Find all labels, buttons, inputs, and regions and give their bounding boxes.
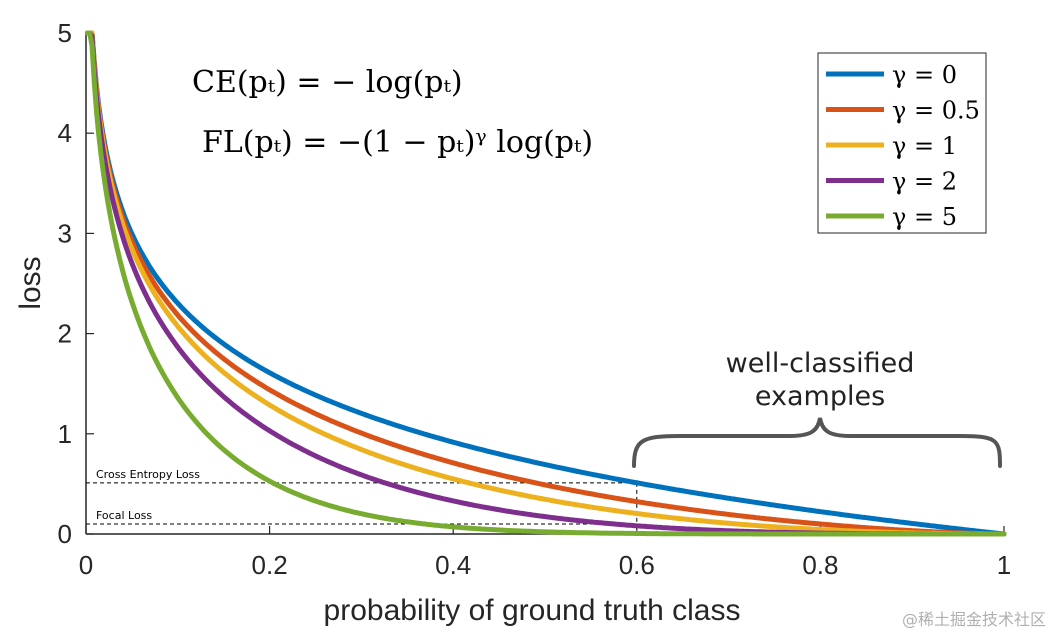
axis-ticks: 0 0.2 0.4 0.6 0.8 1 0 1 2 3 4 5: [58, 18, 1012, 580]
x-tick-label: 0.8: [802, 550, 838, 580]
legend-label-3: γ = 2: [892, 168, 957, 196]
y-tick-label: 5: [58, 18, 72, 48]
series-line-4: [84, 30, 1007, 537]
series-line-2: [84, 30, 1007, 537]
x-tick-label: 0.4: [435, 550, 471, 580]
y-tick-label: 0: [58, 519, 72, 549]
y-tick-label: 1: [58, 419, 72, 449]
x-tick-label: 0: [79, 550, 93, 580]
legend-label-1: γ = 0.5: [892, 97, 980, 125]
formula-fl: FL(pₜ) = −(1 − pₜ)ᵞ log(pₜ): [202, 125, 593, 160]
x-tick-label: 1: [997, 550, 1011, 580]
legend-label-0: γ = 0: [892, 61, 957, 89]
legend-label-4: γ = 5: [892, 203, 957, 231]
series-line-1: [84, 30, 1007, 537]
formula-ce: CE(pₜ) = − log(pₜ): [192, 65, 463, 100]
fl-reference-label: Focal Loss: [96, 509, 152, 522]
watermark: @稀土掘金技术社区: [902, 610, 1046, 629]
well-classified-bracket: [632, 417, 1002, 468]
legend: γ = 0 γ = 0.5 γ = 1 γ = 2 γ = 5: [826, 61, 980, 231]
well-classified-label-line1: well-classified: [726, 348, 915, 379]
legend-label-2: γ = 1: [892, 132, 957, 160]
y-axis-label: loss: [14, 256, 47, 309]
x-tick-label: 0.6: [619, 550, 655, 580]
y-tick-label: 3: [58, 218, 72, 248]
ce-reference-label: Cross Entropy Loss: [96, 468, 200, 481]
series-line-0: [84, 30, 1007, 537]
y-tick-label: 4: [58, 118, 72, 148]
y-tick-label: 2: [58, 319, 72, 349]
x-tick-label: 0.2: [252, 550, 288, 580]
well-classified-label-line2: examples: [755, 381, 885, 412]
x-axis-label: probability of ground truth class: [324, 594, 741, 627]
loss-curves: [84, 30, 1007, 537]
